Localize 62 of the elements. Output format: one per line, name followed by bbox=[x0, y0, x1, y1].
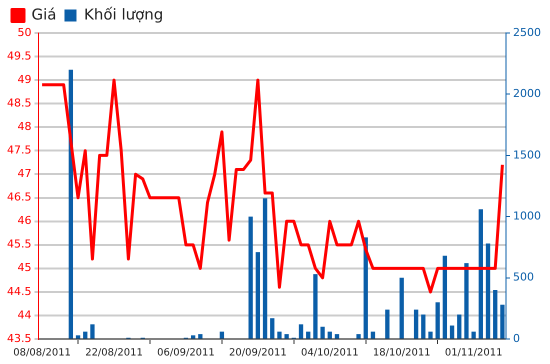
y2-tick-label: 500 bbox=[513, 270, 534, 284]
bar bbox=[270, 318, 274, 338]
bar bbox=[442, 256, 448, 338]
y-tick-label: 48 bbox=[17, 120, 32, 134]
y-tick-label: 46.5 bbox=[6, 190, 32, 204]
bar bbox=[68, 70, 74, 338]
y-tick-label: 47.5 bbox=[6, 144, 32, 157]
y2-tick-label: 2500 bbox=[513, 26, 542, 39]
y-tick-label: 46 bbox=[17, 214, 32, 228]
bar bbox=[190, 335, 196, 338]
bar bbox=[478, 209, 483, 338]
y-tick-label: 44 bbox=[17, 308, 32, 322]
bar bbox=[450, 326, 454, 338]
x-tick-label: 22/08/2011 bbox=[85, 348, 143, 359]
bar bbox=[370, 332, 376, 338]
x-tick-label: 06/09/2011 bbox=[157, 348, 215, 359]
y-tick-label: 48.5 bbox=[6, 96, 32, 110]
bar bbox=[284, 334, 289, 338]
bar bbox=[277, 332, 282, 338]
x-tick-label: 01/11/2011 bbox=[444, 348, 502, 359]
x-tick-label: 04/10/2011 bbox=[300, 348, 359, 359]
bar bbox=[83, 332, 88, 338]
bar bbox=[298, 324, 304, 338]
bar bbox=[414, 310, 418, 338]
bar bbox=[471, 332, 476, 338]
bar bbox=[248, 216, 253, 338]
bar bbox=[220, 332, 224, 338]
y2-tick-label: 2000 bbox=[513, 87, 542, 100]
x-tick-label: 08/08/2011 bbox=[13, 348, 71, 359]
y2-tick-label: 1500 bbox=[513, 148, 542, 162]
bar bbox=[385, 310, 390, 338]
y-tick-label: 50 bbox=[17, 26, 32, 39]
y-tick-label: 49.5 bbox=[6, 49, 32, 62]
bar bbox=[400, 278, 404, 338]
bar bbox=[262, 198, 268, 338]
bar bbox=[306, 332, 310, 338]
x-tick-label: 20/09/2011 bbox=[229, 348, 287, 359]
bar bbox=[313, 274, 318, 338]
bar bbox=[493, 290, 498, 338]
y2-tick-label: 0 bbox=[513, 332, 520, 345]
bar bbox=[256, 252, 260, 338]
bar bbox=[334, 334, 340, 338]
y-tick-label: 45.5 bbox=[6, 238, 32, 251]
legend-label: Giá bbox=[32, 5, 56, 24]
y-tick-label: 47 bbox=[17, 167, 32, 180]
bar bbox=[457, 314, 462, 338]
y-tick-label: 44.5 bbox=[6, 284, 32, 298]
bar bbox=[356, 334, 361, 338]
bar bbox=[436, 302, 440, 338]
bar bbox=[421, 314, 426, 338]
x-tick-label: 18/10/2011 bbox=[372, 348, 431, 359]
bar bbox=[428, 332, 433, 338]
legend-label: Khối lượng bbox=[84, 5, 164, 24]
y-tick-label: 49 bbox=[17, 72, 32, 86]
bar bbox=[320, 326, 325, 338]
bar bbox=[486, 244, 490, 338]
y-tick-label: 45 bbox=[17, 261, 32, 274]
y2-tick-label: 1000 bbox=[513, 209, 542, 222]
bar bbox=[328, 332, 332, 338]
y-tick-label: 43.5 bbox=[6, 332, 32, 345]
bar bbox=[198, 334, 202, 338]
bar bbox=[90, 324, 95, 338]
